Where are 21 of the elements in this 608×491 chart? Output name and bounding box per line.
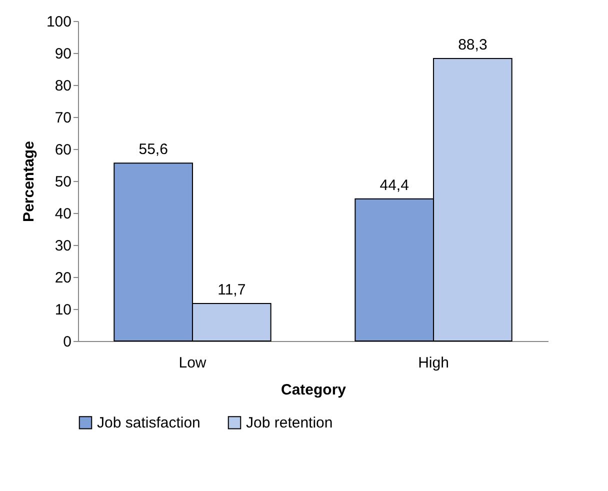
y-tick-label: 90 [54, 46, 72, 62]
y-tick-label: 60 [54, 142, 72, 158]
legend-label: Job retention [246, 414, 333, 432]
y-tick-label: 0 [63, 334, 72, 350]
data-label: 55,6 [138, 141, 168, 158]
legend-label: Job satisfaction [97, 414, 200, 432]
x-tick-label: Low [178, 354, 206, 372]
y-tick-label: 40 [54, 206, 72, 222]
y-tick-label: 100 [46, 14, 72, 30]
x-tick-label: High [418, 354, 449, 372]
y-tick-label: 30 [54, 238, 72, 254]
y-tick-label: 80 [54, 78, 72, 94]
y-axis-title: Percentage [20, 141, 38, 222]
y-tick-label: 10 [54, 302, 72, 318]
y-tick-label: 50 [54, 174, 72, 190]
y-tick-label: 20 [54, 270, 72, 286]
y-tick-label: 70 [54, 110, 72, 126]
data-label: 88,3 [458, 36, 488, 54]
x-axis-title: Category [280, 382, 347, 398]
data-label: 44,4 [380, 176, 409, 194]
data-label: 11,7 [218, 282, 246, 299]
